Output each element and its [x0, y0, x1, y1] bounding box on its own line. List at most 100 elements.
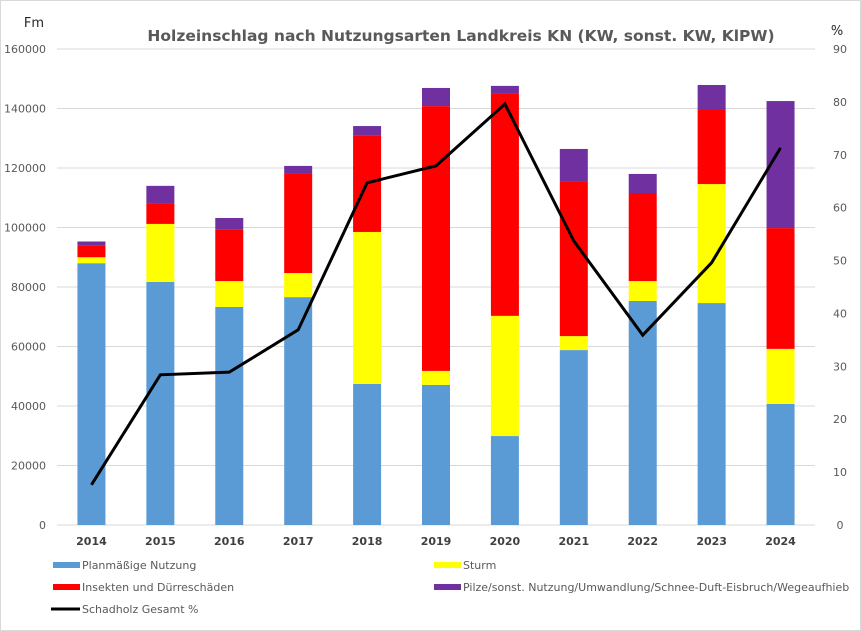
legend-label: Planmäßige Nutzung	[82, 559, 196, 572]
bar-segment-1-2021	[559, 350, 588, 525]
bar-segment-1-2022	[628, 300, 657, 525]
y2-axis-ticks: 0 10 20 30 40 50 60 70 80 90	[833, 43, 847, 532]
x-tick-label: 2014	[76, 535, 107, 548]
bar-segment-3-2019	[422, 106, 450, 371]
y2-tick-label: 60	[833, 202, 847, 215]
legend-label: Insekten und Dürreschäden	[82, 581, 234, 594]
bar-segment-4-2019	[422, 87, 450, 107]
bar-segment-1-2019	[422, 384, 450, 525]
bar-segment-2-2015	[146, 223, 175, 282]
y-tick-label: 20000	[11, 460, 46, 473]
bar-segment-3-2020	[490, 93, 519, 316]
y-tick-label: 0	[39, 519, 46, 532]
bar-stack-2018	[353, 126, 382, 525]
bar-segment-1-2016	[215, 306, 244, 525]
bar-segment-3-2023	[697, 109, 726, 185]
bar-segment-2-2023	[697, 184, 726, 304]
y-axis-ticks: 0 20000 40000 60000 80000 100000 120000 140000 1…	[4, 43, 46, 532]
bar-segment-4-2022	[628, 173, 657, 193]
legend-item: Schadholz Gesamt %	[51, 603, 199, 616]
bar-segment-1-2018	[353, 383, 382, 525]
bar-segment-4-2017	[284, 165, 313, 174]
bar-segment-3-2014	[77, 245, 106, 258]
y-tick-label: 140000	[4, 103, 46, 116]
x-tick-label: 2018	[352, 535, 383, 548]
bar-stack-2015	[146, 185, 175, 525]
bar-segment-4-2023	[697, 84, 726, 110]
y-tick-label: 60000	[11, 341, 46, 354]
bar-segment-4-2014	[77, 241, 106, 246]
bar-segment-1-2023	[697, 303, 726, 525]
line-series	[90, 101, 782, 486]
y-tick-label: 40000	[11, 400, 46, 413]
x-tick-label: 2020	[490, 535, 521, 548]
y2-tick-label: 30	[833, 360, 847, 373]
y2-axis-unit-label: %	[831, 24, 843, 39]
bar-segment-3-2016	[215, 229, 244, 282]
bar-segment-3-2021	[559, 181, 588, 337]
bar-segment-3-2024	[766, 228, 795, 349]
legend-item: Planmäßige Nutzung	[53, 559, 196, 572]
y-tick-label: 100000	[4, 222, 46, 235]
x-tick-label: 2017	[283, 535, 314, 548]
x-tick-label: 2016	[214, 535, 245, 548]
y2-tick-label: 50	[833, 255, 847, 268]
chart-title: Holzeinschlag nach Nutzungsarten Landkre…	[147, 27, 774, 45]
legend: Planmäßige Nutzung Sturm Insekten und Dürr…	[51, 559, 849, 616]
bar-segment-2-2014	[77, 257, 106, 264]
x-tick-label: 2021	[559, 535, 590, 548]
y2-tick-label: 40	[833, 307, 847, 320]
bar-segment-4-2015	[146, 185, 175, 204]
bar-stack-2017	[284, 165, 313, 525]
y2-tick-label: 70	[833, 149, 847, 162]
bar-stack-2022	[628, 173, 657, 525]
y-axis-unit-label: Fm	[24, 16, 44, 31]
x-tick-label: 2023	[696, 535, 727, 548]
x-tick-label: 2024	[765, 535, 796, 548]
bar-stack-2024	[766, 101, 795, 525]
x-axis-ticks: 2014 2015 2016 2017 2018 2019 2020 2021 2022 2023…	[76, 535, 796, 548]
bar-segment-1-2020	[490, 436, 519, 525]
bar-stack-2020	[490, 85, 519, 525]
bar-segment-2-2021	[559, 336, 588, 351]
x-tick-label: 2019	[421, 535, 452, 548]
y2-tick-label: 0	[837, 519, 844, 532]
bar-segment-4-2018	[353, 126, 382, 136]
y2-tick-label: 90	[833, 43, 847, 56]
bar-segment-2-2022	[628, 281, 657, 301]
legend-label: Sturm	[463, 559, 496, 572]
bar-stack-2014	[77, 241, 106, 525]
legend-label: Schadholz Gesamt %	[82, 603, 199, 616]
bar-segment-1-2024	[766, 403, 795, 525]
bar-segment-1-2014	[77, 263, 106, 525]
bar-stack-2019	[422, 87, 450, 525]
legend-item: Insekten und Dürreschäden	[53, 581, 234, 594]
bar-stack-2016	[215, 217, 244, 525]
bar-segment-3-2015	[146, 203, 175, 224]
bar-segment-2-2016	[215, 281, 244, 307]
legend-swatch	[53, 562, 80, 568]
bar-segment-3-2022	[628, 192, 657, 282]
legend-swatch	[434, 562, 461, 568]
legend-label: Pilze/sonst. Nutzung/Umwandlung/Schnee-D…	[463, 581, 849, 594]
legend-swatch	[53, 584, 80, 590]
bar-segment-2-2019	[422, 370, 450, 385]
bar-segment-4-2016	[215, 217, 244, 230]
y-tick-label: 120000	[4, 162, 46, 175]
y-tick-label: 80000	[11, 281, 46, 294]
y2-tick-label: 80	[833, 96, 847, 109]
bar-segment-1-2015	[146, 281, 175, 525]
x-tick-label: 2015	[145, 535, 176, 548]
bar-stack-2021	[559, 148, 588, 525]
bar-segment-2-2018	[353, 231, 382, 384]
bar-segment-2-2017	[284, 273, 313, 298]
bar-series	[77, 84, 795, 525]
x-tick-label: 2022	[627, 535, 658, 548]
bar-stack-2023	[697, 84, 726, 525]
y2-tick-label: 20	[833, 413, 847, 426]
y-tick-label: 160000	[4, 43, 46, 56]
legend-item: Sturm	[434, 559, 496, 572]
bar-segment-2-2020	[490, 315, 519, 437]
bar-segment-2-2024	[766, 348, 795, 404]
